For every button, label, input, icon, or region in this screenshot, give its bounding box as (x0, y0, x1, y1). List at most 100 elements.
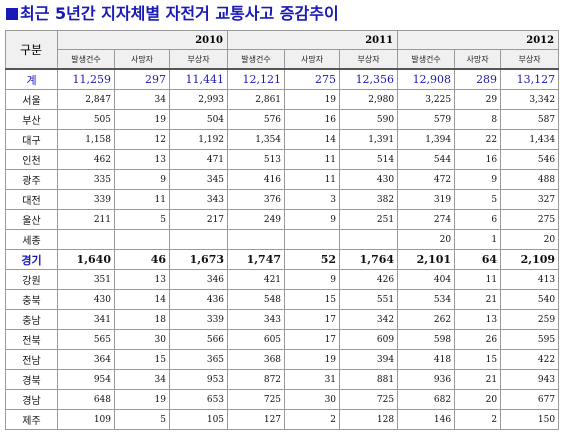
value-cell: 18 (114, 309, 170, 330)
value-cell: 319 (397, 189, 456, 210)
value-cell: 1,158 (57, 129, 115, 150)
table-row: 제주 109 5 105 127 2 128 146 2 150 (5, 409, 560, 430)
value-cell: 11,259 (57, 68, 115, 90)
value-cell: 422 (500, 349, 560, 370)
value-cell: 14 (284, 129, 341, 150)
value-cell: 12,908 (397, 68, 456, 90)
value-cell: 426 (339, 269, 399, 290)
value-cell: 430 (57, 289, 115, 310)
value-cell: 579 (397, 109, 456, 130)
value-cell: 936 (397, 369, 456, 390)
value-cell: 12,356 (339, 68, 399, 90)
value-cell: 327 (500, 189, 560, 210)
value-cell: 376 (227, 189, 286, 210)
corner-header: 구분 (5, 30, 58, 70)
value-cell: 551 (339, 289, 399, 310)
value-cell: 418 (397, 349, 456, 370)
value-cell: 339 (168, 309, 229, 330)
subheader-cell: 발생건수 (397, 49, 456, 70)
region-cell: 강원 (5, 269, 58, 290)
value-cell: 64 (454, 249, 502, 270)
value-cell: 21 (454, 289, 502, 310)
region-cell: 대구 (5, 129, 58, 150)
value-cell: 565 (57, 329, 115, 350)
value-cell: 598 (397, 329, 456, 350)
value-cell: 368 (227, 349, 286, 370)
value-cell: 566 (168, 329, 229, 350)
value-cell: 1,391 (339, 129, 399, 150)
value-cell: 22 (454, 129, 502, 150)
value-cell: 15 (284, 289, 341, 310)
value-cell: 6 (454, 209, 502, 230)
value-cell: 1 (454, 229, 502, 250)
value-cell: 335 (57, 169, 115, 190)
accident-stats-table: 구분 2010 2011 2012 발생건수 사망자 부상자 발생건수 사망자 … (5, 30, 560, 430)
value-cell: 682 (397, 389, 456, 410)
value-cell: 2,101 (397, 249, 456, 270)
value-cell: 346 (168, 269, 229, 290)
subheader-cell: 부상자 (339, 49, 399, 70)
value-cell: 343 (227, 309, 286, 330)
value-cell: 404 (397, 269, 456, 290)
value-cell: 275 (284, 68, 341, 90)
value-cell: 1,434 (500, 129, 560, 150)
value-cell: 128 (339, 409, 399, 430)
value-cell: 12 (114, 129, 170, 150)
region-cell: 울산 (5, 209, 58, 230)
value-cell (227, 229, 286, 250)
year-header-row: 구분 2010 2011 2012 (5, 30, 560, 70)
value-cell: 19 (284, 89, 341, 110)
value-cell: 251 (339, 209, 399, 230)
value-cell: 46 (114, 249, 170, 270)
value-cell: 9 (284, 209, 341, 230)
value-cell: 11 (114, 189, 170, 210)
value-cell: 19 (114, 389, 170, 410)
value-cell: 259 (500, 309, 560, 330)
value-cell: 52 (284, 249, 341, 270)
subheader-cell: 사망자 (454, 49, 502, 70)
region-cell: 서울 (5, 89, 58, 110)
value-cell: 20 (500, 229, 560, 250)
value-cell: 587 (500, 109, 560, 130)
value-cell (114, 229, 170, 250)
value-cell: 394 (339, 349, 399, 370)
region-cell: 경남 (5, 389, 58, 410)
document-title: 최근 5년간 지자체별 자전거 교통사고 증감추이 (6, 2, 339, 26)
table-row: 경북 954 34 953 872 31 881 936 21 943 (5, 369, 560, 390)
subheader-cell: 사망자 (114, 49, 170, 70)
value-cell: 544 (397, 149, 456, 170)
value-cell: 590 (339, 109, 399, 130)
value-cell: 648 (57, 389, 115, 410)
value-cell: 1,192 (168, 129, 229, 150)
value-cell: 19 (114, 109, 170, 130)
region-cell: 세종 (5, 229, 58, 250)
subheader-row: 발생건수 사망자 부상자 발생건수 사망자 부상자 발생건수 사망자 부상자 (6, 49, 560, 70)
region-cell: 경북 (5, 369, 58, 390)
value-cell: 20 (454, 389, 502, 410)
value-cell: 274 (397, 209, 456, 230)
value-cell (284, 229, 341, 250)
value-cell: 1,764 (339, 249, 399, 270)
value-cell: 413 (500, 269, 560, 290)
value-cell: 21 (454, 369, 502, 390)
value-cell: 2,980 (339, 89, 399, 110)
table-row: 서울 2,847 34 2,993 2,861 19 2,980 3,225 29 3,342 (5, 89, 560, 110)
subheader-cell: 부상자 (168, 49, 229, 70)
value-cell: 3 (284, 189, 341, 210)
table-row: 전남 364 15 365 368 19 394 418 15 422 (5, 349, 560, 370)
table-row: 대전 339 11 343 376 3 382 319 5 327 (5, 189, 560, 210)
value-cell: 341 (57, 309, 115, 330)
value-cell: 15 (114, 349, 170, 370)
value-cell: 31 (284, 369, 341, 390)
year-header: 2010 (56, 30, 229, 50)
table-body: 계 11,259 297 11,441 12,121 275 12,356 12,908 289… (5, 68, 560, 430)
region-cell: 대전 (5, 189, 58, 210)
value-cell: 1,747 (227, 249, 286, 270)
table-row: 인천 462 13 471 513 11 514 544 16 546 (5, 149, 560, 170)
value-cell: 943 (500, 369, 560, 390)
value-cell: 2,109 (500, 249, 560, 270)
value-cell: 34 (114, 369, 170, 390)
subheader-cell: 부상자 (500, 49, 560, 70)
value-cell: 275 (500, 209, 560, 230)
value-cell: 546 (500, 149, 560, 170)
